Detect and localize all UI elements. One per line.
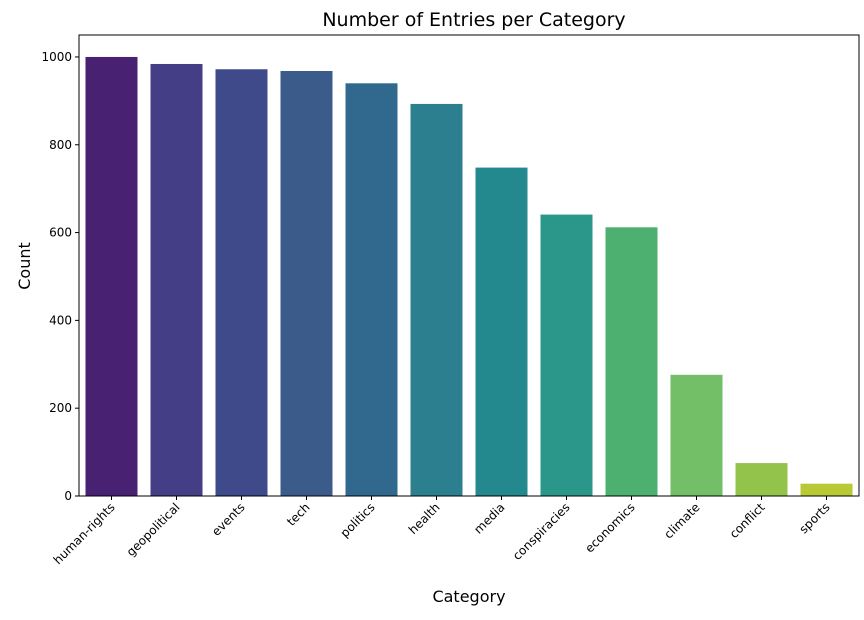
y-tick-label: 200: [49, 401, 72, 415]
x-tick-label: human-rights: [51, 500, 118, 567]
bar-events: [215, 69, 268, 496]
bars-layer: [85, 56, 853, 497]
bar-conspiracies: [540, 214, 593, 496]
x-tick-label: conspiracies: [510, 500, 573, 563]
bar-climate: [670, 374, 723, 496]
bar-economics: [605, 227, 658, 497]
bar-sports: [800, 483, 853, 496]
x-tick-label: climate: [661, 500, 702, 541]
x-axis-label: Category: [432, 587, 505, 606]
x-tick-label: politics: [338, 500, 378, 540]
bar-geopolitical: [150, 63, 203, 496]
y-tick-label: 400: [49, 313, 72, 327]
bar-conflict: [735, 463, 788, 496]
x-tick-label: geopolitical: [124, 500, 183, 559]
x-tick-label: events: [209, 500, 247, 538]
y-axis: 0 200 400 600 800 1000: [41, 50, 79, 503]
x-tick-label: health: [406, 500, 443, 537]
y-tick-label: 800: [49, 138, 72, 152]
bar-tech: [280, 71, 333, 496]
plot-frame: [78, 34, 860, 497]
x-tick-label: conflict: [727, 500, 768, 541]
y-axis-label: Count: [15, 242, 34, 290]
chart-title: Number of Entries per Category: [322, 9, 625, 31]
y-tick-label: 1000: [41, 50, 72, 64]
bar-politics: [345, 83, 398, 497]
y-tick-label: 0: [64, 489, 72, 503]
x-tick-label: sports: [796, 500, 832, 536]
x-tick-label: media: [471, 500, 507, 536]
x-tick-label: economics: [582, 500, 637, 555]
y-tick-label: 600: [49, 226, 72, 240]
bar-health: [410, 103, 463, 497]
bar-human-rights: [85, 56, 138, 496]
x-axis: human-rights geopolitical events tech politi…: [51, 496, 833, 567]
bar-media: [475, 167, 528, 496]
x-tick-label: tech: [284, 500, 312, 528]
